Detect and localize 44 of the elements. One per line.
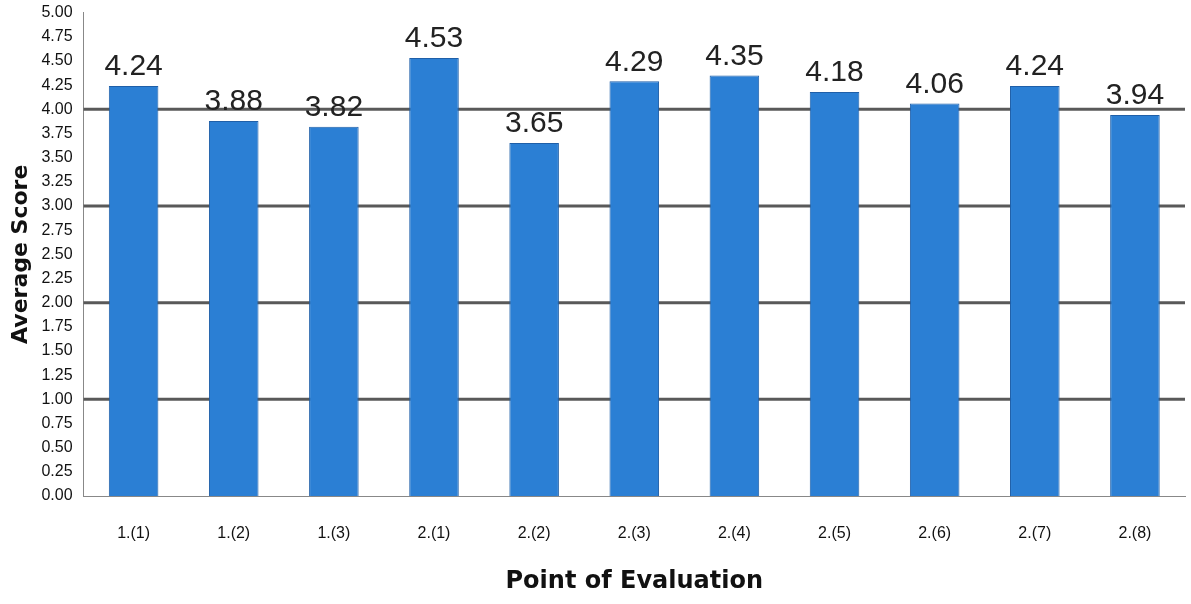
data-label: 4.35: [705, 37, 764, 71]
x-tick-label: 2.(4): [717, 524, 751, 542]
y-tick-label: 0.25: [41, 462, 73, 480]
data-label: 3.94: [1105, 77, 1165, 111]
x-axis-title: Point of Evaluation: [505, 565, 764, 594]
y-tick-label: 2.00: [41, 293, 73, 311]
x-tick-label: 2.(3): [617, 524, 651, 542]
y-tick-label: 1.75: [41, 317, 73, 335]
y-tick-label: 0.50: [41, 438, 73, 456]
data-label: 4.06: [905, 65, 964, 99]
y-tick-label: 0.75: [41, 413, 73, 431]
y-tick-label: 3.50: [41, 148, 73, 166]
y-axis-title: Average Score: [6, 164, 32, 344]
y-tick-label: 1.50: [41, 341, 73, 359]
y-tick-label: 4.25: [41, 75, 73, 93]
x-tick-label: 2.(1): [417, 524, 451, 542]
x-tick-label: 2.(2): [517, 524, 551, 542]
y-tick-label: 1.25: [41, 365, 73, 383]
x-tick-label: 2.(6): [918, 524, 952, 542]
y-tick-label: 3.75: [41, 123, 73, 141]
y-tick-label: 2.50: [41, 244, 73, 262]
data-label: 3.88: [204, 83, 263, 117]
y-tick-label: 1.00: [41, 389, 73, 407]
y-tick-label: 4.75: [41, 27, 73, 45]
x-tick-label: 1.(2): [217, 524, 251, 542]
y-tick-label: 2.75: [41, 220, 73, 238]
x-tick-label: 1.(1): [117, 524, 151, 542]
x-tick-label: 2.(5): [818, 524, 851, 542]
data-label: 4.24: [1005, 48, 1064, 82]
data-label: 4.24: [104, 48, 163, 82]
y-tick-label: 2.25: [41, 268, 73, 286]
y-tick-label: 3.25: [41, 172, 73, 190]
y-tick-label: 5.00: [41, 3, 73, 21]
x-tick-label: 2.(7): [1018, 524, 1052, 542]
data-label: 4.29: [605, 43, 664, 77]
y-tick-label: 0.00: [41, 486, 73, 504]
y-tick-label: 4.50: [41, 51, 73, 69]
y-tick-label: 4.00: [41, 99, 73, 117]
data-label: 4.18: [805, 54, 864, 88]
x-tick-label: 2.(8): [1118, 524, 1152, 542]
data-label: 4.53: [404, 20, 464, 54]
x-tick-label: 1.(3): [317, 524, 351, 542]
data-label: 3.65: [504, 105, 564, 139]
y-tick-label: 3.00: [41, 196, 73, 214]
